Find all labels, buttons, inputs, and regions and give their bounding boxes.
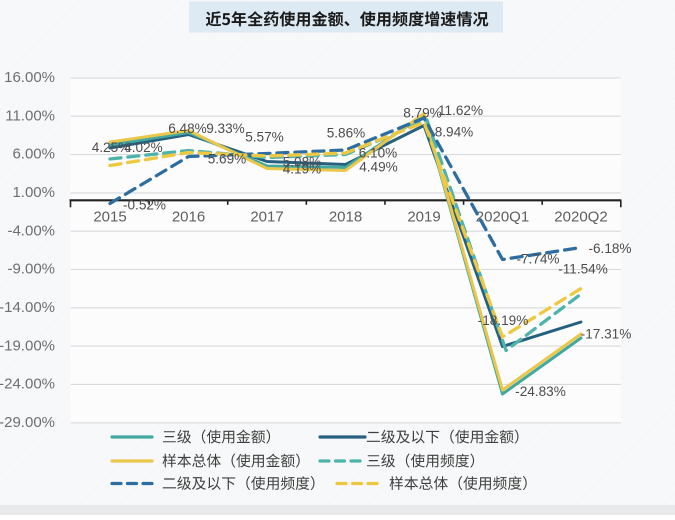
svg-text:2015: 2015 [93,209,126,226]
svg-text:-14.00%: -14.00% [0,299,55,316]
svg-text:-7.74%: -7.74% [516,251,559,266]
svg-text:2017: 2017 [250,209,283,226]
svg-text:4.49%: 4.49% [359,160,398,175]
svg-text:5.69%: 5.69% [208,151,247,166]
svg-text:5.86%: 5.86% [327,126,366,141]
svg-text:16.00%: 16.00% [4,69,55,86]
svg-text:-11.54%: -11.54% [558,261,608,276]
svg-text:8.94%: 8.94% [435,124,474,139]
svg-text:2020Q1: 2020Q1 [476,209,529,226]
svg-text:4.02%: 4.02% [124,140,163,155]
svg-text:6.10%: 6.10% [359,146,398,161]
svg-text:6.48%: 6.48% [168,121,207,136]
svg-text:2018: 2018 [329,209,362,226]
svg-text:5.57%: 5.57% [245,130,284,145]
svg-text:9.33%: 9.33% [206,121,245,136]
svg-text:2016: 2016 [172,209,205,226]
svg-text:8.79%: 8.79% [403,105,442,120]
svg-text:-18.19%: -18.19% [478,313,529,328]
svg-text:6.00%: 6.00% [12,146,55,163]
svg-text:11.00%: 11.00% [5,107,55,124]
svg-text:2019: 2019 [407,209,440,226]
svg-text:1.00%: 1.00% [12,184,55,201]
svg-text:5.08%: 5.08% [283,154,322,169]
svg-text:11.62%: 11.62% [438,103,483,118]
svg-text:4.25%: 4.25% [92,140,131,155]
svg-text:-0.52%: -0.52% [123,198,166,213]
svg-text:-29.00%: -29.00% [0,414,55,431]
svg-text:-24.00%: -24.00% [0,376,55,393]
svg-text:-19.00%: -19.00% [0,337,55,354]
svg-text:-4.00%: -4.00% [7,222,55,239]
svg-text:2020Q2: 2020Q2 [554,209,607,226]
svg-text:4.19%: 4.19% [283,162,322,177]
svg-text:-17.31%: -17.31% [581,326,632,341]
svg-text:-24.83%: -24.83% [515,384,566,399]
svg-text:-6.18%: -6.18% [588,241,631,256]
svg-text:-9.00%: -9.00% [7,261,55,278]
